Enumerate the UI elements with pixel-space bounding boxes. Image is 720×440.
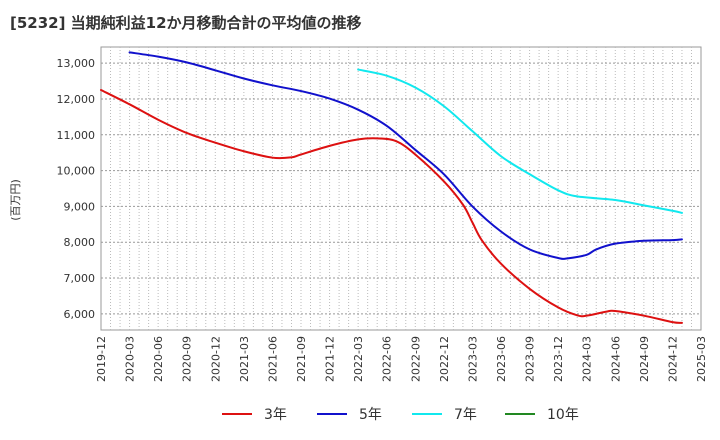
y-axis-label: (百万円) [9, 179, 22, 221]
x-tick-label: 2023-09 [524, 336, 537, 382]
x-tick-label: 2022-03 [352, 336, 365, 382]
series-line-5年 [128, 51, 683, 260]
y-tick-label: 8,000 [64, 236, 96, 249]
x-tick-label: 2022-12 [438, 336, 451, 382]
x-tick-label: 2023-12 [552, 336, 565, 382]
x-tick-label: 2025-03 [695, 336, 708, 382]
horizontal-gridlines [101, 62, 701, 315]
x-tick-label: 2024-06 [609, 336, 622, 382]
y-tick-label: 11,000 [57, 129, 96, 142]
legend-label: 5年 [359, 407, 382, 423]
legend: 3年 5年 7年 10年 [222, 407, 579, 423]
x-tick-label: 2019-12 [95, 336, 108, 382]
y-tick-label: 10,000 [57, 165, 96, 178]
vertical-gridlines [110, 47, 692, 330]
y-tick-label: 6,000 [64, 308, 96, 321]
series-line-7年 [357, 68, 683, 214]
y-tick-label: 9,000 [64, 200, 96, 213]
chart-title: [5232] 当期純利益12か月移動合計の平均値の推移 [10, 14, 362, 32]
x-tick-label: 2022-06 [381, 336, 394, 382]
legend-label: 10年 [547, 407, 579, 423]
series-line-3年 [100, 88, 683, 324]
x-tick-label: 2021-09 [295, 336, 308, 382]
x-tick-label: 2024-12 [666, 336, 679, 382]
y-tick-labels: 6,000 7,000 8,000 9,000 10,000 11,000 12,000 13… [57, 57, 96, 321]
x-tick-label: 2021-03 [238, 336, 251, 382]
x-tick-labels: 2019-12 2020-03 2020-06 2020-09 2020-12 2021-… [95, 336, 708, 382]
x-tick-label: 2021-12 [324, 336, 337, 382]
series-lines [100, 51, 683, 324]
x-tick-label: 2023-03 [466, 336, 479, 382]
plot-area [100, 46, 702, 331]
x-tick-label: 2020-12 [209, 336, 222, 382]
x-tick-label: 2021-06 [266, 336, 279, 382]
x-tick-label: 2020-09 [181, 336, 194, 382]
y-tick-label: 7,000 [64, 272, 96, 285]
legend-label: 3年 [264, 407, 287, 423]
x-tick-label: 2024-09 [638, 336, 651, 382]
y-tick-label: 13,000 [57, 57, 96, 70]
y-tick-label: 12,000 [57, 93, 96, 106]
x-tick-label: 2024-03 [581, 336, 594, 382]
x-tick-label: 2022-09 [409, 336, 422, 382]
x-tick-label: 2020-06 [152, 336, 165, 382]
x-tick-label: 2020-03 [124, 336, 137, 382]
legend-label: 7年 [454, 407, 477, 423]
x-tick-label: 2023-06 [495, 336, 508, 382]
